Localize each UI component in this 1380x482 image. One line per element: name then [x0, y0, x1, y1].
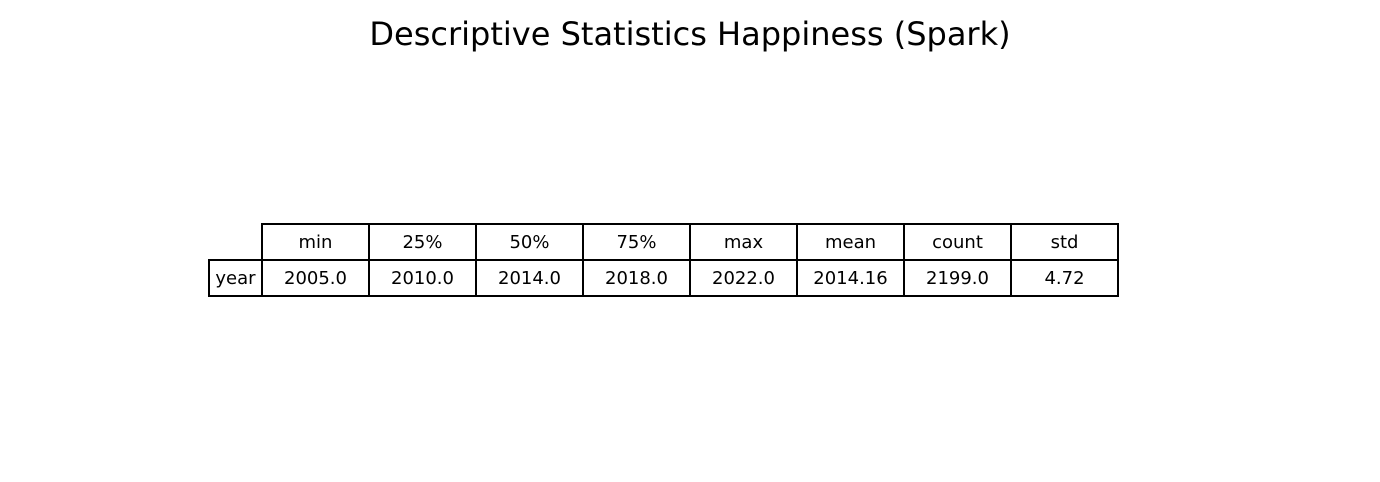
column-header-25pct: 25%: [368, 223, 477, 261]
chart-title: Descriptive Statistics Happiness (Spark): [369, 15, 1011, 53]
cell-year-50pct: 2014.0: [475, 259, 584, 297]
column-header-50pct: 50%: [475, 223, 584, 261]
cell-year-std: 4.72: [1010, 259, 1119, 297]
cell-year-mean: 2014.16: [796, 259, 905, 297]
row-label-year: year: [208, 259, 263, 297]
statistics-table: min 25% 50% 75% max mean count std year …: [208, 223, 1119, 297]
cell-year-count: 2199.0: [903, 259, 1012, 297]
column-header-std: std: [1010, 223, 1119, 261]
column-header-max: max: [689, 223, 798, 261]
column-header-min: min: [261, 223, 370, 261]
cell-year-max: 2022.0: [689, 259, 798, 297]
column-header-count: count: [903, 223, 1012, 261]
header-row: min 25% 50% 75% max mean count std: [209, 223, 1119, 261]
cell-year-25pct: 2010.0: [368, 259, 477, 297]
cell-year-75pct: 2018.0: [582, 259, 691, 297]
corner-cell: [209, 224, 263, 261]
column-header-75pct: 75%: [582, 223, 691, 261]
column-header-mean: mean: [796, 223, 905, 261]
table-row: year 2005.0 2010.0 2014.0 2018.0 2022.0 …: [208, 259, 1119, 297]
cell-year-min: 2005.0: [261, 259, 370, 297]
